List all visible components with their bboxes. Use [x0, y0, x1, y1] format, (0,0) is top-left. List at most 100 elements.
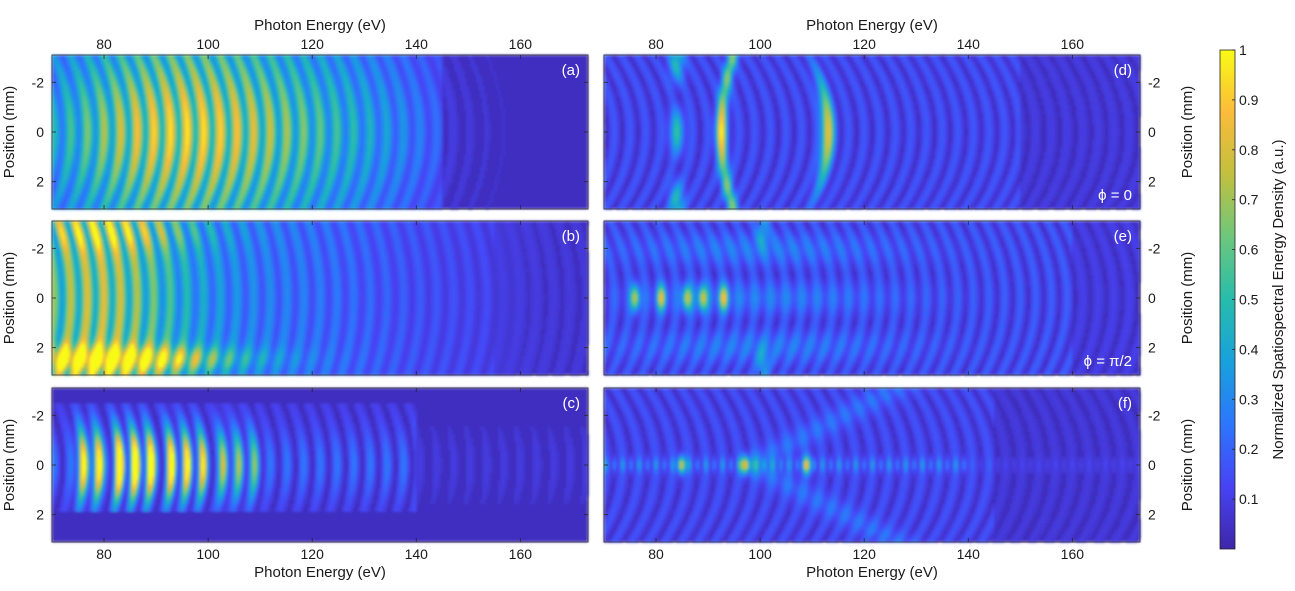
heatmap-cell	[500, 105, 503, 109]
heatmap-cell	[488, 140, 491, 144]
heatmap-cell	[440, 109, 443, 113]
heatmap-cell	[440, 105, 443, 109]
heatmap-cell	[472, 59, 475, 63]
heatmap-cell	[456, 55, 459, 59]
heatmap-cell	[440, 86, 443, 90]
heatmap-cell	[492, 70, 495, 74]
heatmap-cell	[456, 144, 459, 148]
heatmap-cell	[494, 74, 497, 78]
heatmap-cell	[462, 70, 465, 74]
heatmap-cell	[474, 63, 477, 67]
heatmap-cell	[440, 97, 443, 101]
heatmap-cells	[52, 55, 588, 210]
heatmap-cell	[482, 90, 485, 94]
heatmap-cell	[454, 105, 457, 109]
heatmap-cell	[462, 74, 465, 78]
heatmap-cell	[500, 101, 503, 105]
heatmap-cell	[440, 132, 443, 136]
heatmap-cell	[454, 97, 457, 101]
heatmap-cell	[468, 97, 471, 101]
heatmap-cell	[488, 128, 491, 132]
heatmap-cell	[490, 67, 493, 71]
heatmap-cell	[476, 67, 479, 71]
heatmap-cell	[470, 101, 473, 105]
heatmap-cell	[470, 105, 473, 109]
heatmap-cell	[502, 140, 505, 144]
heatmap-cell	[458, 63, 461, 67]
heatmap-cell	[454, 109, 457, 113]
heatmap-cell	[496, 82, 499, 86]
heatmap-cell	[502, 124, 505, 128]
heatmap-cell	[456, 113, 459, 117]
heatmap-cell	[498, 94, 501, 98]
heatmap-cell	[472, 117, 475, 121]
heatmap-cell	[440, 140, 443, 144]
heatmap-cell	[490, 63, 493, 67]
heatmap-cell	[472, 144, 475, 148]
heatmap-cell	[486, 55, 489, 59]
heatmap-cell	[502, 144, 505, 148]
heatmap-cell	[440, 120, 443, 124]
heatmap-cell	[482, 86, 485, 90]
heatmap-cell	[494, 78, 497, 82]
heatmap-cell	[456, 140, 459, 144]
heatmap-cell	[448, 78, 451, 82]
heatmap-cell	[456, 136, 459, 140]
heatmap-cell	[470, 109, 473, 113]
heatmap-cell	[442, 59, 445, 63]
heatmap-cell	[456, 59, 459, 63]
heatmap-cell	[500, 97, 503, 101]
heatmap-cell	[440, 55, 443, 59]
heatmap-cell	[450, 82, 453, 86]
heatmap-cell	[440, 117, 443, 121]
heatmap-cell	[498, 90, 501, 94]
heatmap-cell	[502, 113, 505, 117]
heatmap-cell	[488, 59, 491, 63]
heatmap-cell	[472, 132, 475, 136]
heatmap-cell	[446, 74, 449, 78]
heatmap-cell	[472, 140, 475, 144]
heatmap-cell	[440, 90, 443, 94]
heatmap-cell	[502, 109, 505, 113]
heatmap-cell	[456, 128, 459, 132]
heatmap-cell	[480, 82, 483, 86]
heatmap-cell	[440, 113, 443, 117]
heatmap-cell	[488, 124, 491, 128]
heatmap-cell	[468, 90, 471, 94]
heatmap-cell	[456, 124, 459, 128]
heatmap-cell	[456, 120, 459, 124]
heatmap-cell	[496, 86, 499, 90]
heatmap-cell	[472, 113, 475, 117]
heatmap-cell	[486, 105, 489, 109]
heatmap-cell	[472, 128, 475, 132]
heatmap-cell	[460, 67, 463, 71]
heatmap-cell	[440, 144, 443, 148]
heatmap-cell	[484, 97, 487, 101]
heatmap-cell	[440, 128, 443, 132]
heatmap-cell	[472, 124, 475, 128]
heatmap-cell	[502, 117, 505, 121]
heatmap-cell	[440, 94, 443, 98]
heatmap-cell	[480, 78, 483, 82]
heatmap-cell	[446, 70, 449, 74]
heatmap-cell	[440, 124, 443, 128]
heatmap-cell	[488, 136, 491, 140]
heatmap-cell	[486, 109, 489, 113]
heatmap-cell	[486, 117, 489, 121]
heatmap-cell	[472, 120, 475, 124]
heatmap-cell	[486, 113, 489, 117]
heatmap-cell	[466, 86, 469, 90]
heatmap-cell	[464, 78, 467, 82]
heatmap-cell	[486, 144, 489, 148]
heatmap-cell	[502, 120, 505, 124]
heatmap-cell	[502, 128, 505, 132]
heatmap-cell	[488, 132, 491, 136]
heatmap-cell	[456, 132, 459, 136]
heatmap-cell	[450, 86, 453, 90]
heatmap-cell	[478, 74, 481, 78]
heatmap-cell	[468, 94, 471, 98]
heatmap-cell	[464, 82, 467, 86]
heatmap-cell	[488, 120, 491, 124]
